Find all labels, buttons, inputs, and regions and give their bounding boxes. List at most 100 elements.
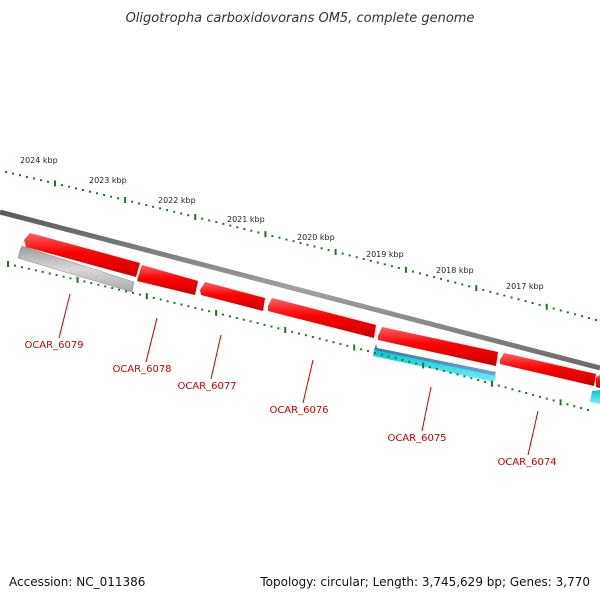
ruler-minor-tick (497, 384, 500, 387)
kbp-labels: 2024 kbp 2023 kbp 2022 kbp 2021 kbp 2020 kbp… (20, 156, 544, 291)
ruler-minor-tick (229, 224, 232, 227)
ruler-minor-tick (376, 261, 379, 264)
ruler-minor-tick (298, 332, 300, 335)
ruler-minor-tick (62, 275, 65, 278)
kbp-label: 2021 kbp (227, 215, 265, 224)
ruler-minor-tick (346, 344, 349, 347)
ruler-minor-tick (311, 336, 314, 338)
forward-genes (24, 233, 600, 388)
ruler-minor-tick (242, 318, 245, 321)
ruler-minor-tick (271, 235, 274, 237)
ruler-minor-tick (477, 379, 480, 381)
ruler-minor-tick (489, 290, 492, 293)
ruler-minor-tick (415, 362, 418, 365)
ruler-minor-tick (83, 280, 86, 283)
ruler-minor-tick (362, 258, 365, 260)
ruler-minor-tick (456, 373, 459, 376)
ruler-minor-tick (573, 405, 576, 408)
gene-label[interactable]: OCAR_6078 (112, 364, 171, 375)
ruler-minor-tick (110, 195, 113, 198)
ruler-minor-tick (327, 249, 330, 252)
ruler-major-tick (284, 327, 287, 333)
gray-feature (17, 245, 135, 293)
gene-label-leader (527, 410, 539, 456)
ruler-minor-tick (383, 263, 386, 266)
ruler-minor-tick (250, 229, 253, 232)
ruler-minor-tick (517, 298, 520, 301)
ruler-minor-tick (320, 247, 323, 250)
outer-ruler (5, 171, 597, 321)
gene-arrow-ocar-6075 (378, 327, 498, 366)
ruler-minor-tick (348, 254, 351, 257)
ruler-minor-tick (89, 190, 91, 193)
gene-label-leader (145, 317, 158, 363)
ruler-major-tick (76, 276, 79, 283)
ruler-minor-tick (419, 272, 421, 275)
gene-label[interactable]: OCAR_6076 (269, 405, 328, 416)
gene-arrow-ocar-6077 (200, 282, 265, 311)
ruler-minor-tick (263, 323, 266, 326)
ruler-minor-tick (180, 303, 183, 306)
gene-label[interactable]: OCAR_6077 (177, 381, 236, 392)
ruler-minor-tick (373, 351, 376, 354)
ruler-minor-tick (117, 197, 120, 200)
ruler-minor-tick (559, 309, 562, 312)
ruler-minor-tick (532, 393, 535, 396)
ruler-minor-tick (180, 212, 183, 215)
ruler-major-tick (215, 309, 218, 316)
ruler-minor-tick (222, 222, 225, 225)
ruler-minor-tick (159, 207, 162, 210)
ruler-minor-tick (96, 192, 98, 195)
inner-ruler (7, 261, 589, 411)
ruler-minor-tick (318, 337, 321, 340)
ruler-minor-tick (228, 315, 231, 318)
ruler-major-tick (145, 293, 148, 300)
ruler-major-tick (475, 285, 478, 292)
ruler-minor-tick (332, 341, 335, 344)
ruler-minor-tick (33, 177, 35, 180)
gene-label-leader (210, 334, 222, 380)
ruler-minor-tick (55, 274, 58, 277)
ruler-minor-tick (47, 180, 49, 183)
ruler-minor-tick (552, 307, 555, 310)
kbp-label: 2019 kbp (366, 250, 404, 259)
gene-label[interactable]: OCAR_6075 (387, 433, 446, 444)
ruler-major-tick (194, 214, 197, 220)
ruler-minor-tick (496, 292, 499, 295)
other-features (17, 245, 600, 404)
ruler-minor-tick (566, 311, 569, 314)
ruler-minor-tick (26, 175, 28, 178)
ruler-minor-tick (369, 259, 372, 262)
ruler-minor-tick (566, 403, 569, 406)
ruler-minor-tick (325, 339, 328, 342)
ruler-minor-tick (173, 301, 176, 304)
ruler-minor-tick (138, 202, 141, 205)
ruler-minor-tick (470, 377, 473, 380)
ruler-minor-tick (394, 357, 397, 360)
ruler-minor-tick (132, 291, 134, 294)
ruler-minor-tick (442, 369, 445, 372)
ruler-major-tick (334, 248, 337, 255)
ruler-minor-tick (14, 264, 16, 267)
ruler-minor-tick (304, 334, 307, 337)
ruler-minor-tick (538, 303, 541, 306)
ruler-minor-tick (461, 283, 464, 286)
gene-label[interactable]: OCAR_6074 (497, 457, 556, 468)
ruler-minor-tick (573, 313, 576, 316)
ruler-minor-tick (587, 409, 589, 411)
ruler-minor-tick (75, 187, 77, 190)
ruler-minor-tick (595, 319, 597, 321)
ruler-minor-tick (20, 266, 23, 269)
kbp-label: 2022 kbp (158, 196, 196, 205)
ruler-minor-tick (510, 296, 513, 299)
gene-label[interactable]: OCAR_6079 (24, 340, 83, 351)
ruler-minor-tick (429, 366, 431, 369)
ruler-minor-tick (306, 243, 309, 246)
ruler-minor-tick (166, 209, 169, 212)
ruler-minor-tick (484, 380, 486, 383)
ruler-minor-tick (270, 325, 273, 328)
ruler-minor-tick (299, 242, 302, 244)
ruler-minor-tick (588, 317, 590, 320)
genome-backbone (0, 209, 600, 371)
